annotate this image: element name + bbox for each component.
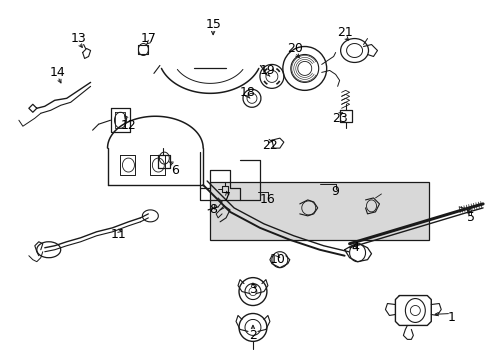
Text: 23: 23 [331,112,347,125]
Text: 7: 7 [223,192,231,204]
Text: 4: 4 [351,241,359,254]
Text: 3: 3 [248,283,256,296]
Bar [210,182,428,240]
Text: 2: 2 [248,329,256,342]
Text: 11: 11 [110,228,126,241]
Text: 6: 6 [171,163,179,176]
Text: 14: 14 [50,66,65,79]
Text: 15: 15 [205,18,221,31]
Text: 5: 5 [466,211,474,224]
Text: 20: 20 [286,42,302,55]
Text: 16: 16 [260,193,275,206]
Text: 9: 9 [331,185,339,198]
Text: 17: 17 [140,32,156,45]
Text: 18: 18 [240,86,255,99]
Text: 13: 13 [71,32,86,45]
Text: 10: 10 [269,253,285,266]
Text: 22: 22 [262,139,277,152]
Text: 8: 8 [209,203,217,216]
Text: 21: 21 [336,26,352,39]
Text: 12: 12 [121,119,136,132]
Text: 1: 1 [447,311,454,324]
Text: 19: 19 [260,64,275,77]
